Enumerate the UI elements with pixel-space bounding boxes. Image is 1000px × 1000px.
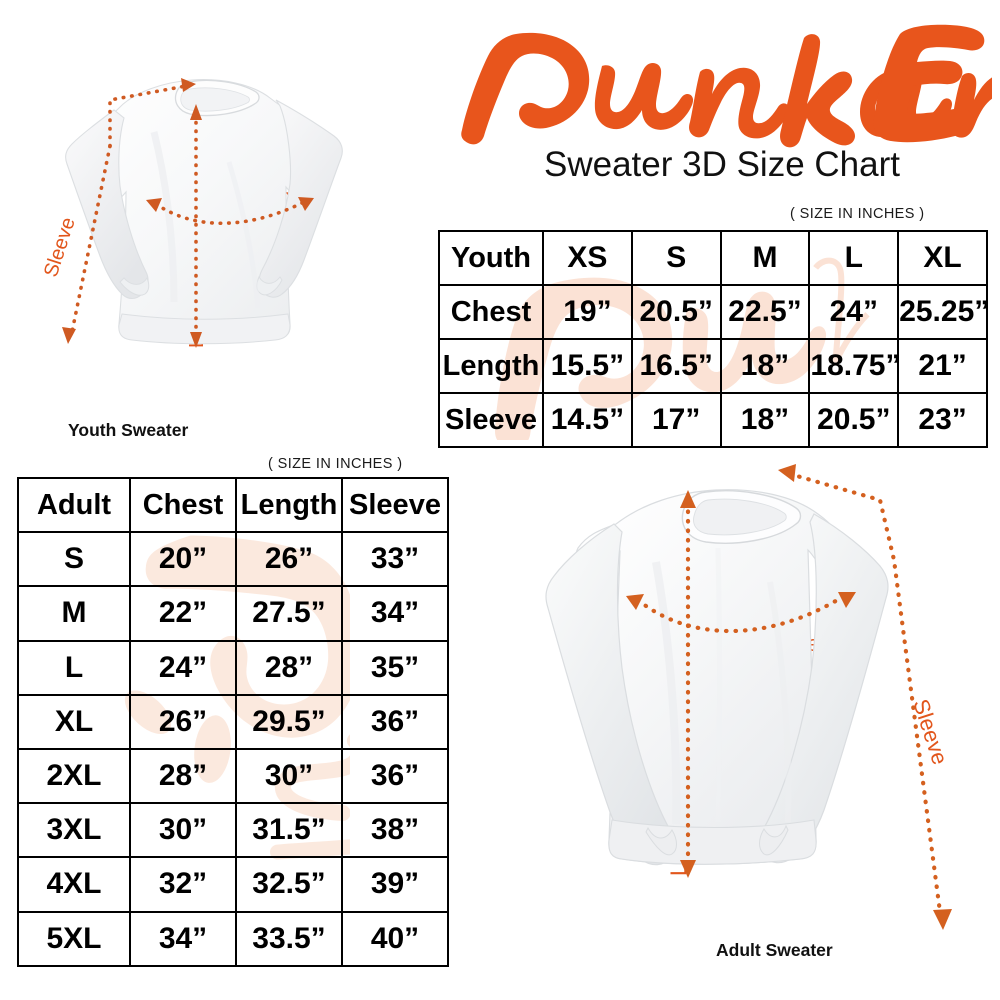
brand-logo	[452, 18, 992, 148]
youth-sleeve-s: 17”	[630, 392, 722, 448]
adult-length-3xl: 31.5”	[235, 802, 343, 859]
table-row: Chest 19” 20.5” 22.5” 24” 25.25”	[438, 284, 989, 340]
adult-size-4xl: 4XL	[17, 856, 131, 913]
table-row: 2XL 28” 30” 36”	[17, 747, 449, 805]
adult-sleeve-3xl: 38”	[341, 802, 449, 859]
adult-sweater-illustration	[470, 452, 990, 952]
youth-col-s: S	[630, 230, 722, 286]
youth-row-label-length: Length	[438, 338, 544, 394]
table-row: L 24” 28” 35”	[17, 639, 449, 696]
adult-sleeve-5xl: 40”	[341, 910, 449, 967]
page-title: Sweater 3D Size Chart	[544, 145, 900, 184]
youth-chest-l: 24”	[808, 284, 900, 340]
adult-length-2xl: 30”	[235, 747, 343, 805]
youth-sweater-caption: Youth Sweater	[68, 420, 189, 440]
youth-size-in-inches-note: ( SIZE IN INCHES )	[790, 206, 925, 222]
adult-col-length: Length	[235, 476, 343, 534]
youth-length-xl: 21”	[897, 338, 988, 394]
youth-sweater-illustration	[14, 42, 414, 402]
youth-row-label-sleeve: Sleeve	[438, 392, 544, 448]
adult-sleeve-l: 35”	[341, 639, 449, 696]
youth-chest-xs: 19”	[542, 284, 633, 340]
adult-chest-m: 22”	[129, 585, 237, 642]
youth-col-m: M	[719, 230, 811, 286]
adult-col-sleeve: Sleeve	[341, 476, 449, 534]
adult-length-l: 28”	[235, 639, 343, 696]
youth-length-m: 18”	[719, 338, 811, 394]
adult-size-2xl: 2XL	[17, 747, 131, 805]
youth-length-xs: 15.5”	[542, 338, 633, 394]
table-row: 4XL 32” 32.5” 39”	[17, 856, 449, 913]
adult-length-5xl: 33.5”	[235, 910, 343, 967]
table-row: XL 26” 29.5” 36”	[17, 693, 449, 750]
youth-corner-label: Youth	[438, 230, 544, 286]
table-row: S 20” 26” 33”	[17, 531, 449, 588]
adult-size-table: Adult Chest Length Sleeve S 20” 26” 33” …	[17, 476, 449, 967]
adult-chest-5xl: 34”	[129, 910, 237, 967]
adult-size-5xl: 5XL	[17, 910, 131, 967]
adult-sleeve-xl: 36”	[341, 693, 449, 750]
table-row: 3XL 30” 31.5” 38”	[17, 802, 449, 859]
youth-chest-s: 20.5”	[630, 284, 722, 340]
youth-row-label-chest: Chest	[438, 284, 544, 340]
youth-length-l: 18.75”	[808, 338, 900, 394]
adult-length-4xl: 32.5”	[235, 856, 343, 913]
youth-length-s: 16.5”	[630, 338, 722, 394]
adult-sleeve-4xl: 39”	[341, 856, 449, 913]
adult-sweater-caption: Adult Sweater	[716, 940, 833, 960]
adult-chest-4xl: 32”	[129, 856, 237, 913]
youth-sleeve-l: 20.5”	[808, 392, 900, 448]
adult-col-size: Adult	[17, 476, 131, 534]
adult-size-xl: XL	[17, 693, 131, 750]
adult-chest-l: 24”	[129, 639, 237, 696]
youth-sleeve-xl: 23”	[897, 392, 988, 448]
table-row: M 22” 27.5” 34”	[17, 585, 449, 642]
adult-size-s: S	[17, 531, 131, 588]
youth-sleeve-m: 18”	[719, 392, 811, 448]
adult-chest-3xl: 30”	[129, 802, 237, 859]
adult-sleeve-2xl: 36”	[341, 747, 449, 805]
table-header-row: Adult Chest Length Sleeve	[17, 476, 449, 534]
youth-col-l: L	[808, 230, 900, 286]
adult-size-l: L	[17, 639, 131, 696]
adult-size-in-inches-note: ( SIZE IN INCHES )	[268, 456, 403, 472]
adult-size-3xl: 3XL	[17, 802, 131, 859]
adult-length-m: 27.5”	[235, 585, 343, 642]
table-row: 5XL 34” 33.5” 40”	[17, 910, 449, 967]
adult-sleeve-s: 33”	[341, 531, 449, 588]
youth-chest-m: 22.5”	[719, 284, 811, 340]
youth-sleeve-xs: 14.5”	[542, 392, 633, 448]
adult-length-xl: 29.5”	[235, 693, 343, 750]
adult-col-chest: Chest	[129, 476, 237, 534]
adult-chest-2xl: 28”	[129, 747, 237, 805]
table-row: Sleeve 14.5” 17” 18” 20.5” 23”	[438, 392, 988, 448]
youth-chest-xl: 25.25”	[897, 284, 989, 340]
adult-chest-s: 20”	[129, 531, 237, 588]
adult-chest-xl: 26”	[129, 693, 237, 750]
adult-length-s: 26”	[235, 531, 343, 588]
table-row: Length 15.5” 16.5” 18” 18.75” 21”	[438, 338, 988, 394]
youth-col-xl: XL	[897, 230, 988, 286]
adult-sleeve-m: 34”	[341, 585, 449, 642]
table-header-row: Youth XS S M L XL	[438, 230, 988, 286]
adult-size-m: M	[17, 585, 131, 642]
youth-col-xs: XS	[542, 230, 633, 286]
youth-size-table: Youth XS S M L XL Chest 19” 20.5” 22.5” …	[438, 230, 989, 448]
